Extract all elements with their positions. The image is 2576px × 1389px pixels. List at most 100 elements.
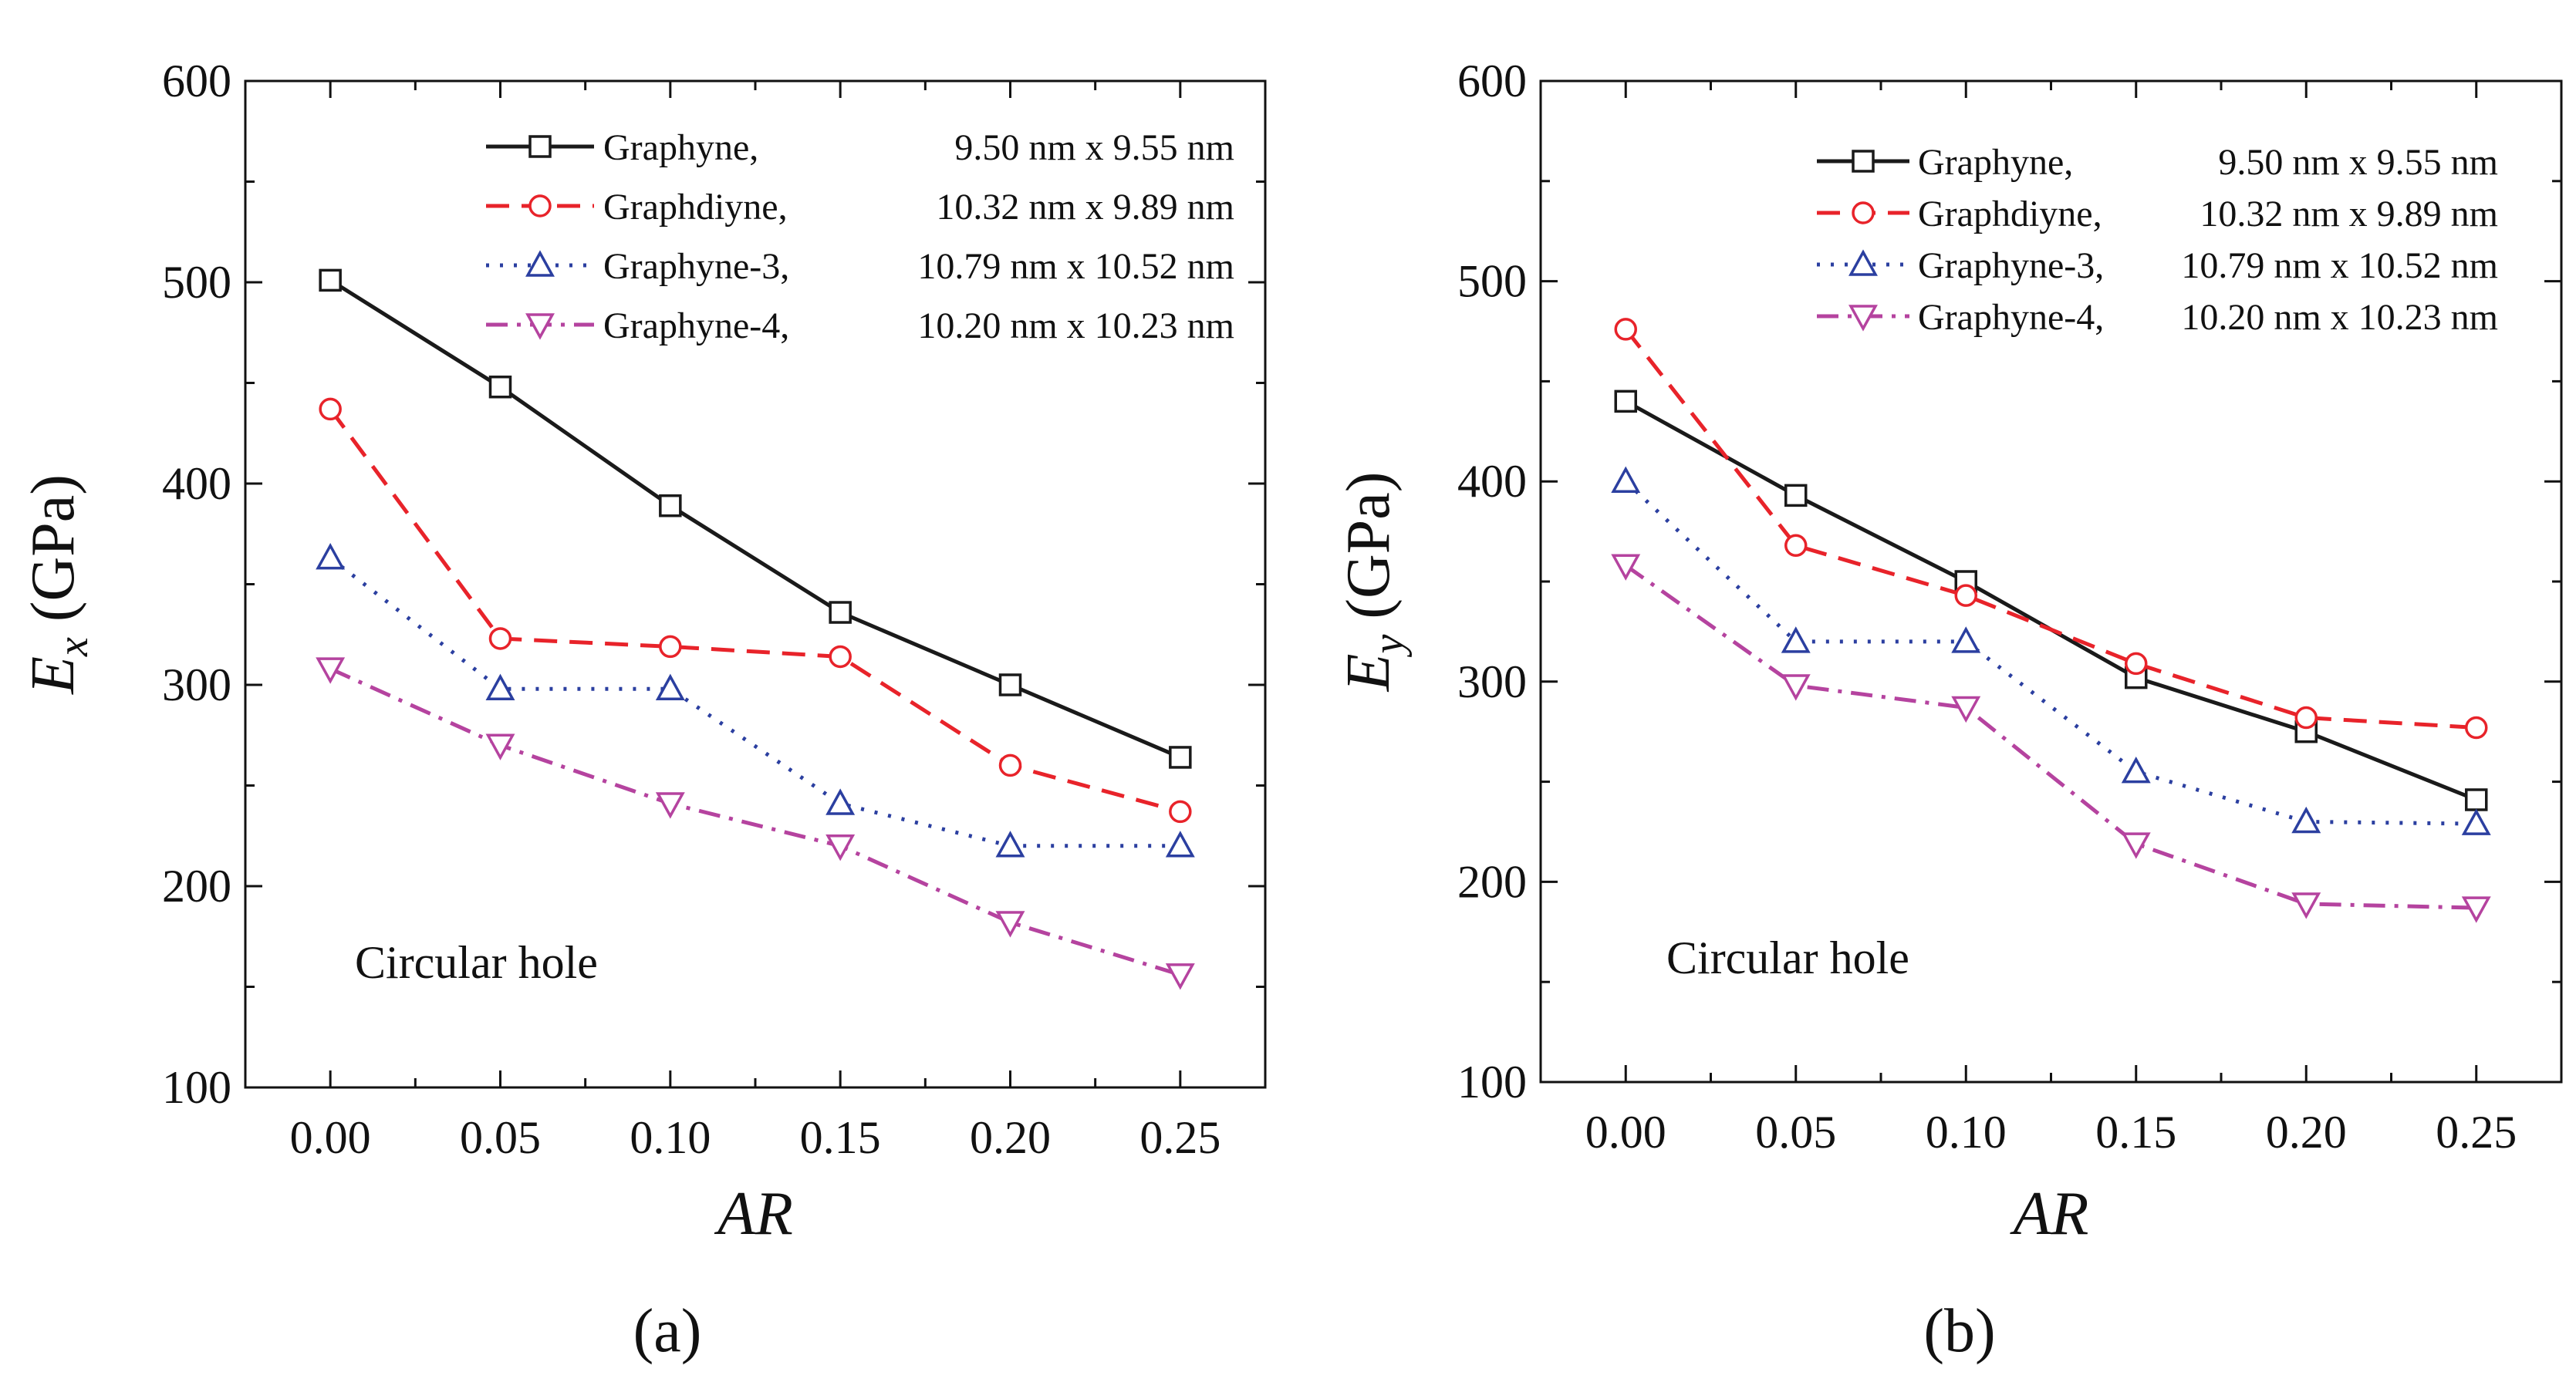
legend-label: Graphyne-4, <box>1918 297 2104 338</box>
y-tick-label: 500 <box>1457 256 1527 307</box>
legend-marker <box>1852 201 1875 224</box>
legend-label: Graphyne, <box>603 127 758 168</box>
data-point-graphyne-4 <box>316 657 346 684</box>
legend-marker <box>1848 249 1878 276</box>
y-axis-label: Ex (GPa) <box>19 474 97 695</box>
x-tick-label: 0.00 <box>1585 1107 1666 1158</box>
y-axis-unit: (GPa) <box>1335 472 1403 635</box>
x-tick-label: 0.25 <box>2436 1107 2517 1158</box>
data-point-graphyne-4 <box>1781 674 1811 701</box>
data-point-graphyne <box>488 375 512 399</box>
legend: Graphyne, 9.50 nm x 9.55 nm Graphdiyne, 10.… <box>486 127 1234 346</box>
x-tick-label: 0.10 <box>1926 1107 2007 1158</box>
x-axis-label: AR <box>2010 1180 2089 1248</box>
x-tick-label: 0.10 <box>630 1112 711 1163</box>
data-point-graphyne-3 <box>825 788 856 815</box>
series-line-graphyne-4 <box>329 666 1181 977</box>
data-point-graphyne-3 <box>1781 626 1811 653</box>
data-point-graphyne-3 <box>655 673 685 700</box>
data-point-graphyne-4 <box>1951 696 1981 723</box>
data-point-graphyne-4 <box>655 792 685 819</box>
data-point-graphyne <box>998 673 1022 696</box>
series-line-graphdiyne <box>329 407 1181 814</box>
legend-label: Graphyne-3, <box>603 246 789 287</box>
y-tick-label: 500 <box>162 257 231 308</box>
chart-panel-b: 100 200 300 400 500 600 0.00 0.05 0.10 0.15 0.20 0.… <box>1335 56 2563 1365</box>
legend-dims: 9.50 nm x 9.55 nm <box>954 127 1234 168</box>
data-point-graphyne <box>1614 389 1637 413</box>
chart-panel-a: 100 200 300 400 500 600 0.00 0.05 0.10 0.15 0.20 0.… <box>19 56 1267 1365</box>
y-tick-label: 100 <box>1457 1057 1527 1107</box>
data-point-graphyne-4 <box>1611 554 1641 581</box>
data-point-graphyne-3 <box>1951 626 1981 653</box>
panel-label: (a) <box>633 1297 702 1365</box>
legend-marker <box>1848 305 1878 332</box>
data-point-graphyne <box>829 601 852 624</box>
y-tick-label: 400 <box>1457 456 1527 507</box>
data-point-graphyne-3 <box>485 673 515 700</box>
legend-label: Graphyne-4, <box>603 305 789 346</box>
data-point-graphdiyne <box>1169 800 1192 824</box>
series-line-graphyne <box>329 278 1181 760</box>
legend-dims: 10.20 nm x 10.23 nm <box>2181 297 2498 338</box>
data-point-graphyne <box>659 494 682 518</box>
series-line-graphyne-4 <box>1624 564 2476 910</box>
legend-marker <box>528 135 552 158</box>
data-point-graphyne-4 <box>485 733 515 760</box>
series-line-graphyne <box>1625 400 2477 802</box>
x-tick-label: 0.00 <box>290 1112 371 1163</box>
x-tick-label: 0.25 <box>1139 1112 1220 1163</box>
panel-label: (b) <box>1923 1297 1995 1365</box>
legend-marker <box>525 313 555 340</box>
x-tick-label: 0.15 <box>800 1112 881 1163</box>
y-tick-label: 300 <box>1457 656 1527 707</box>
data-point-graphyne <box>2465 788 2488 811</box>
legend-label: Graphdiyne, <box>1918 194 2102 234</box>
legend-dims: 9.50 nm x 9.55 nm <box>2218 142 2498 183</box>
annotation-text: Circular hole <box>355 937 598 988</box>
data-point-graphyne-3 <box>2461 808 2491 835</box>
legend-label: Graphdiyne, <box>603 187 788 228</box>
y-tick-label: 600 <box>162 56 231 106</box>
legend-dims: 10.32 nm x 9.89 nm <box>2200 194 2498 234</box>
data-point-graphyne <box>1784 484 1808 507</box>
data-point-graphdiyne <box>488 627 512 650</box>
series-line-graphdiyne <box>1624 328 2476 730</box>
data-point-graphyne-3 <box>2121 756 2151 784</box>
data-point-graphdiyne <box>659 635 682 659</box>
data-point-graphyne-3 <box>316 542 346 570</box>
data-point-graphyne-4 <box>825 834 856 861</box>
data-point-graphyne-4 <box>995 911 1025 938</box>
legend-marker <box>1852 150 1875 173</box>
data-point-graphyne-3 <box>1611 466 1641 493</box>
x-tick-label: 0.05 <box>1755 1107 1836 1158</box>
data-point-graphyne-3 <box>995 831 1025 858</box>
legend: Graphyne, 9.50 nm x 9.55 nm Graphdiyne, 10.… <box>1817 142 2498 338</box>
y-tick-label: 400 <box>162 458 231 509</box>
data-point-graphdiyne <box>2294 706 2318 730</box>
legend-dims: 10.79 nm x 10.52 nm <box>2181 245 2498 286</box>
x-tick-label: 0.05 <box>460 1112 541 1163</box>
y-tick-label: 600 <box>1457 56 1527 106</box>
y-axis-subscript: x <box>49 637 97 657</box>
legend-dims: 10.79 nm x 10.52 nm <box>917 246 1234 287</box>
legend-dims: 10.20 nm x 10.23 nm <box>917 305 1234 346</box>
x-tick-label: 0.20 <box>970 1112 1051 1163</box>
data-point-graphdiyne <box>1954 584 1977 607</box>
y-tick-label: 100 <box>162 1062 231 1113</box>
series-line-graphyne-3 <box>1624 480 2476 826</box>
data-point-graphyne <box>319 268 342 292</box>
y-axis-symbol: E <box>1335 654 1403 693</box>
data-point-graphdiyne <box>1784 534 1808 558</box>
x-tick-label: 0.15 <box>2095 1107 2176 1158</box>
legend-dims: 10.32 nm x 9.89 nm <box>936 187 1234 228</box>
data-point-graphyne-4 <box>2461 896 2491 923</box>
y-axis-unit: (GPa) <box>19 474 87 637</box>
data-point-graphyne-4 <box>2121 832 2151 859</box>
data-point-graphdiyne <box>829 645 852 669</box>
data-point-graphdiyne <box>319 397 342 421</box>
data-point-graphdiyne <box>2465 716 2488 740</box>
data-point-graphyne-3 <box>1165 831 1195 858</box>
x-axis-label: AR <box>714 1180 793 1248</box>
